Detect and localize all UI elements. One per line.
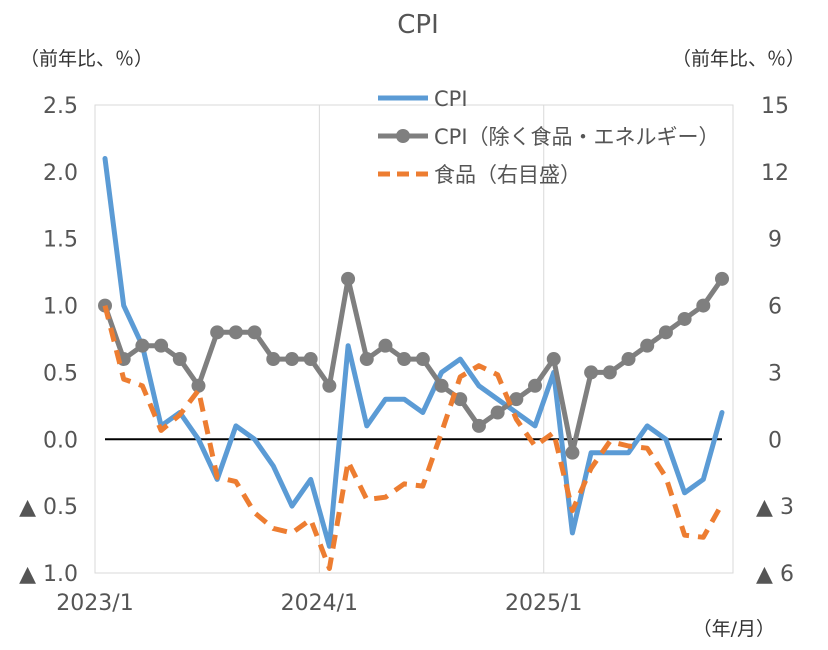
series-core-cpi-point	[154, 338, 169, 353]
series-core-cpi-point	[284, 352, 299, 367]
series-core-cpi-point	[602, 365, 617, 380]
series-core-cpi-point	[621, 352, 636, 367]
series-core-cpi-point	[266, 352, 281, 367]
series-core-cpi-point	[135, 338, 150, 353]
legend-item-core-cpi: CPI（除く食品・エネルギー）	[378, 125, 720, 149]
y-left-tick-label: 1.5	[43, 228, 78, 253]
legend-item-cpi: CPI	[378, 87, 468, 111]
chart-title: CPI	[397, 10, 439, 40]
legend-label-core-cpi: CPI（除く食品・エネルギー）	[434, 125, 720, 149]
y-left-tick-label: 0.0	[43, 428, 78, 453]
series-core-cpi-point	[303, 352, 318, 367]
series-core-cpi-point	[565, 445, 580, 460]
series-core-cpi-point	[715, 271, 729, 286]
series-core-cpi-point	[528, 378, 543, 393]
plot-area	[98, 156, 729, 571]
y-right-tick-label: 9	[768, 228, 782, 253]
y-right-tick-label: 15	[761, 94, 789, 119]
legend-item-food: 食品（右目盛）	[378, 163, 581, 187]
series-core-cpi-point	[172, 352, 187, 367]
series-core-cpi-point	[471, 418, 486, 433]
y-left-tick-label: 0.5	[43, 361, 78, 386]
series-core-cpi-point	[98, 298, 112, 313]
x-tick-label: 2025/1	[505, 591, 582, 616]
series-core-cpi-point	[640, 338, 655, 353]
series-core-cpi-point	[359, 352, 374, 367]
legend-label-cpi: CPI	[434, 87, 468, 111]
x-axis-unit: （年/月）	[693, 618, 775, 640]
legend-marker-core-cpi	[396, 129, 410, 143]
series-core-cpi-point	[509, 392, 524, 407]
series-core-cpi-point	[434, 378, 449, 393]
x-tick-label: 2024/1	[281, 591, 358, 616]
axes: 2023/1 2024/1 2025/1 2.5 2.0 1.5 1.0 0.5 0.0 ▲ 0.…	[19, 94, 794, 616]
series-core-cpi-point	[191, 378, 206, 393]
series-core-cpi-point	[696, 298, 711, 313]
legend-label-food: 食品（右目盛）	[434, 163, 581, 187]
series-core-cpi-line	[102, 276, 725, 456]
series-core-cpi-point	[677, 311, 692, 326]
series-food-line	[102, 304, 725, 571]
series-core-cpi-point	[341, 271, 356, 286]
series-core-cpi-point	[584, 365, 599, 380]
series-core-cpi-point	[415, 352, 430, 367]
y-left-tick-label: 1.0	[43, 295, 78, 320]
series-core-cpi-point	[247, 325, 262, 340]
series-core-cpi-point	[453, 392, 468, 407]
series-core-cpi-point	[378, 338, 393, 353]
y-right-tick-label: ▲ 6	[756, 562, 794, 587]
y-right-tick-label: 0	[768, 428, 782, 453]
y-right-tick-label: 12	[761, 161, 789, 186]
y-left-tick-label: ▲ 0.5	[19, 495, 78, 520]
y-left-tick-label: 2.5	[43, 94, 78, 119]
y-right-tick-label: 3	[768, 361, 782, 386]
series-core-cpi-point	[546, 352, 561, 367]
y-right-tick-label: ▲ 3	[756, 495, 794, 520]
series-core-cpi-point	[228, 325, 243, 340]
y-left-tick-label: 2.0	[43, 161, 78, 186]
x-tick-label: 2023/1	[56, 591, 133, 616]
series-cpi-line	[102, 156, 725, 549]
gridlines	[94, 104, 734, 574]
plot-border	[94, 104, 734, 574]
series-core-cpi-point	[397, 352, 412, 367]
y-left-tick-label: ▲ 1.0	[19, 562, 78, 587]
series-core-cpi-point	[322, 378, 337, 393]
left-axis-unit: （前年比、％）	[20, 48, 153, 70]
series-core-cpi-point	[490, 405, 505, 420]
series-core-cpi-point	[210, 325, 225, 340]
right-axis-unit: （前年比、％）	[672, 48, 805, 70]
legend: CPI CPI（除く食品・エネルギー） 食品（右目盛）	[378, 87, 720, 187]
series-core-cpi-point	[658, 325, 673, 340]
y-right-tick-label: 6	[768, 295, 782, 320]
